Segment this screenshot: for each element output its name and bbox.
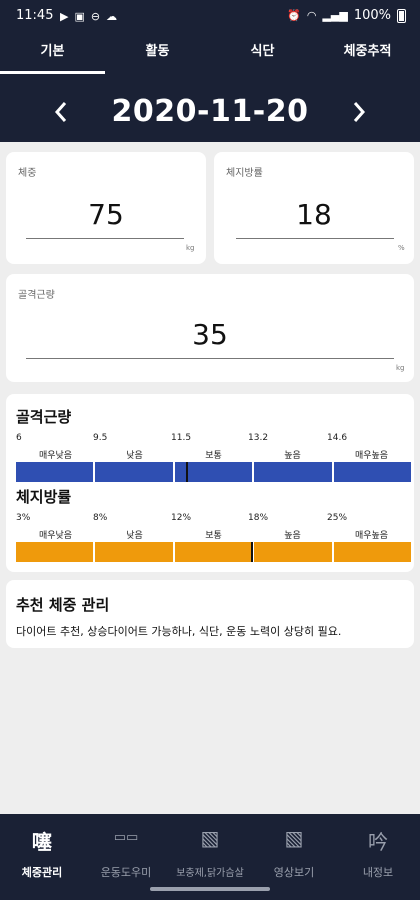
fat-segment — [333, 542, 412, 562]
body-fat-underline — [236, 238, 394, 239]
recommendation-card: 추천 체중 관리 다이어트 추천, 상승다이어트 가능하나, 식단, 운동 노력… — [6, 580, 414, 648]
scale-icon: 噻 — [32, 830, 52, 854]
nav-item-video[interactable]: ▧ 영상보기 — [252, 814, 336, 900]
body-fat-value[interactable]: 18 — [296, 198, 332, 231]
nav-label: 보충제,닭가슴살 — [176, 868, 244, 879]
fat-segment — [95, 542, 173, 562]
muscle-marker — [185, 462, 188, 482]
fat-tick: 8% — [93, 513, 108, 523]
nav-item-weight[interactable]: 噻 체중관리 — [0, 814, 84, 900]
fat-tick: 25% — [327, 513, 348, 523]
tab-weight-tracking[interactable]: 체중추적 — [343, 44, 392, 59]
muscle-range-title: 골격근량 — [16, 408, 72, 426]
muscle-card[interactable]: 골격근량 35 kg — [6, 274, 414, 382]
video-icon: ▧ — [284, 826, 304, 850]
weight-underline — [26, 238, 184, 239]
fat-tick: 12% — [171, 513, 192, 523]
bottom-nav: 噻 체중관리 ▭▭ 운동도우미 ▧ 보충제,닭가슴살 ▧ 영상보기 吟 내정보 — [0, 814, 420, 900]
fat-range-labels: 매우낮음 낮음 보통 높음 매우높음 — [16, 528, 411, 541]
screenshot-icon: ▣ — [74, 10, 85, 23]
muscle-level-label: 매우낮음 — [38, 451, 73, 461]
glasses-icon: ▭▭ — [113, 830, 139, 845]
recommendation-text: 다이어트 추천, 상승다이어트 가능하나, 식단, 운동 노력이 상당히 필요. — [16, 625, 342, 638]
muscle-tick: 13.2 — [248, 433, 269, 443]
nav-item-exercise[interactable]: ▭▭ 운동도우미 — [84, 814, 168, 900]
fat-range-ticks: 3% 8% 12% 18% 25% — [16, 513, 411, 523]
body-fat-card[interactable]: 체지방률 18 % — [214, 152, 414, 264]
body-fat-label: 체지방률 — [226, 168, 263, 179]
weight-card[interactable]: 체중 75 kg — [6, 152, 206, 264]
body-fat-unit: % — [398, 244, 405, 252]
dnd-icon: ⊖ — [90, 10, 101, 23]
battery-text: 100% — [353, 8, 391, 23]
profile-icon: 吟 — [368, 830, 388, 854]
tab-diet[interactable]: 식단 — [250, 44, 275, 59]
muscle-segment — [333, 462, 412, 482]
alarm-icon: ⏰ — [287, 9, 301, 22]
fat-level-label: 높음 — [284, 531, 301, 541]
current-date: 2020-11-20 — [111, 94, 309, 129]
muscle-range-bar — [16, 462, 412, 482]
cloud-icon: ☁ — [106, 10, 118, 23]
muscle-tick: 6 — [16, 433, 22, 443]
fat-range-bar — [16, 542, 412, 562]
fat-tick: 3% — [16, 513, 31, 523]
fat-level-label: 낮음 — [126, 531, 143, 541]
chevron-left-icon[interactable] — [46, 94, 76, 130]
fat-segment — [174, 542, 253, 562]
fat-level-label: 매우높음 — [354, 531, 389, 541]
muscle-unit: kg — [396, 364, 405, 372]
weight-label: 체중 — [18, 168, 37, 179]
range-card: 골격근량 6 9.5 11.5 13.2 14.6 매우낮음 낮음 보통 높음 … — [6, 394, 414, 572]
fat-segment — [16, 542, 94, 562]
recommendation-title: 추천 체중 관리 — [16, 596, 110, 614]
chevron-right-icon[interactable] — [344, 94, 374, 130]
nav-label: 운동도우미 — [100, 866, 152, 879]
fat-level-label: 매우낮음 — [38, 531, 73, 541]
date-navigator: 2020-11-20 — [0, 82, 420, 142]
nav-label: 영상보기 — [273, 866, 315, 879]
muscle-segment — [95, 462, 173, 482]
muscle-level-label: 매우높음 — [354, 451, 389, 461]
wifi-icon: ◠ — [306, 9, 317, 22]
top-tabs: 기본 활동 식단 체중추적 — [0, 36, 420, 76]
muscle-segment — [16, 462, 94, 482]
status-bar: 11:45 ▶ ▣ ⊖ ☁ ⏰ ◠ ▂▄▆ 100% — [0, 0, 420, 32]
nav-label: 내정보 — [362, 866, 394, 879]
nav-label: 체중관리 — [21, 866, 63, 879]
muscle-value[interactable]: 35 — [192, 318, 228, 351]
muscle-underline — [26, 358, 394, 359]
muscle-tick: 9.5 — [93, 433, 108, 443]
signal-icon: ▂▄▆ — [322, 9, 348, 22]
home-indicator[interactable] — [150, 887, 270, 891]
status-time: 11:45 — [16, 8, 54, 23]
muscle-level-label: 낮음 — [126, 451, 143, 461]
supplement-icon: ▧ — [200, 826, 220, 850]
fat-tick: 18% — [248, 513, 269, 523]
muscle-tick: 11.5 — [171, 433, 192, 443]
notification-icons: ▶ ▣ ⊖ ☁ — [60, 10, 117, 23]
app-header: 11:45 ▶ ▣ ⊖ ☁ ⏰ ◠ ▂▄▆ 100% 기본 활동 식단 체중추적… — [0, 0, 420, 142]
youtube-icon: ▶ — [60, 10, 69, 23]
tab-activity[interactable]: 활동 — [145, 44, 170, 59]
muscle-range-ticks: 6 9.5 11.5 13.2 14.6 — [16, 433, 411, 443]
nav-item-profile[interactable]: 吟 내정보 — [336, 814, 420, 900]
muscle-level-label: 높음 — [284, 451, 301, 461]
muscle-segment — [174, 462, 253, 482]
battery-icon — [397, 8, 406, 23]
tab-basic[interactable]: 기본 — [0, 36, 105, 76]
system-icons: ⏰ ◠ ▂▄▆ 100% — [287, 8, 406, 23]
muscle-segment — [254, 462, 332, 482]
fat-segment — [254, 542, 332, 562]
muscle-level-label: 보통 — [205, 451, 222, 461]
fat-marker — [251, 542, 254, 562]
weight-value[interactable]: 75 — [88, 198, 124, 231]
muscle-range-labels: 매우낮음 낮음 보통 높음 매우높음 — [16, 448, 411, 461]
muscle-label: 골격근량 — [18, 290, 55, 301]
muscle-tick: 14.6 — [327, 433, 348, 443]
weight-unit: kg — [186, 244, 195, 252]
fat-range-title: 체지방률 — [16, 488, 72, 506]
fat-level-label: 보통 — [205, 531, 222, 541]
nav-item-supplements[interactable]: ▧ 보충제,닭가슴살 — [168, 814, 252, 900]
